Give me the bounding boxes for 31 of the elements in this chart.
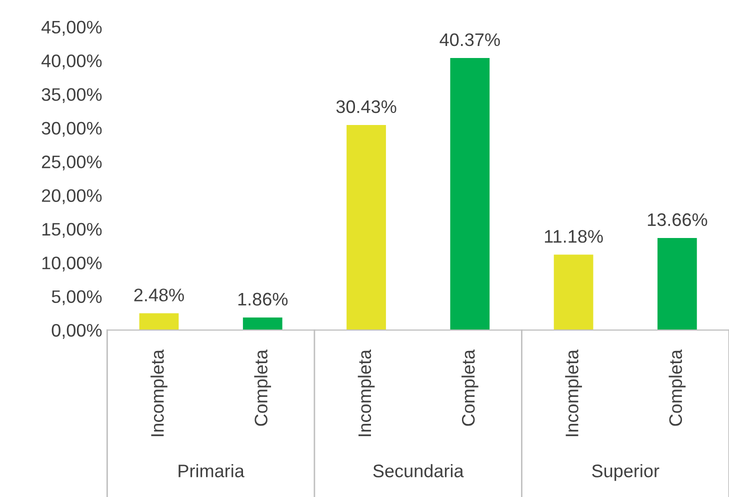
data-label: 1.86% <box>238 292 288 306</box>
y-tick-label: 30,00% <box>42 122 102 137</box>
y-tick-label: 15,00% <box>42 222 102 238</box>
x-tick-label: Incompleta <box>150 349 168 436</box>
data-label: 11.18% <box>544 230 603 243</box>
data-label: 13.66% <box>648 213 708 226</box>
y-tick-label: 25,00% <box>42 156 102 170</box>
y-tick-label: 40,00% <box>41 54 102 70</box>
bar <box>242 317 282 330</box>
y-tick-label: 20,00% <box>42 189 102 204</box>
x-tick-label: Incompleta <box>565 349 582 436</box>
y-tick-label: 10,00% <box>42 256 102 272</box>
bar <box>346 125 386 330</box>
data-label: 30.43% <box>336 100 396 114</box>
data-label: 40.37% <box>440 33 500 46</box>
x-tick-label: Incompleta <box>358 349 375 436</box>
x-tick-label: Completa <box>254 349 272 426</box>
text: Secundaria <box>373 464 464 478</box>
x-tick-label: Completa <box>668 349 686 426</box>
bar <box>657 238 697 330</box>
bar <box>139 313 179 330</box>
bar <box>554 254 594 330</box>
x-tick-label: Completa <box>461 349 478 426</box>
y-tick-label: 45,00% <box>41 20 102 36</box>
y-tick-label: 35,00% <box>42 88 102 104</box>
y-tick-label: 0,00% <box>52 324 102 339</box>
y-tick-label: 5,00% <box>52 290 102 306</box>
bar <box>450 58 490 330</box>
text: Superior <box>592 464 660 481</box>
text: Primaria <box>178 464 244 478</box>
data-label: 2.48% <box>134 288 184 302</box>
